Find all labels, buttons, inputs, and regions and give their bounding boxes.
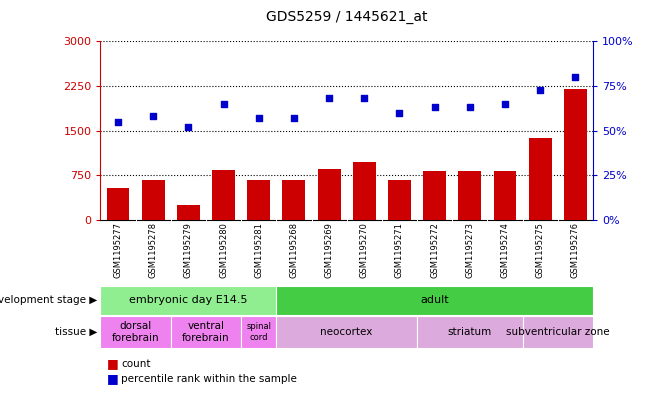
Text: subventricular zone: subventricular zone	[506, 327, 610, 337]
Text: adult: adult	[421, 296, 449, 305]
Bar	[353, 162, 376, 220]
Bar	[276, 286, 593, 315]
Point	[430, 104, 440, 110]
Bar	[142, 180, 165, 220]
Text: GSM1195269: GSM1195269	[325, 222, 334, 278]
Text: GSM1195273: GSM1195273	[465, 222, 474, 278]
Text: ■: ■	[107, 372, 119, 386]
Point	[183, 124, 194, 130]
Text: ventral
forebrain: ventral forebrain	[182, 321, 230, 343]
Bar	[171, 316, 241, 348]
Text: GSM1195277: GSM1195277	[113, 222, 122, 278]
Bar	[241, 316, 276, 348]
Text: GSM1195274: GSM1195274	[500, 222, 509, 278]
Text: neocortex: neocortex	[321, 327, 373, 337]
Text: tissue ▶: tissue ▶	[55, 327, 97, 337]
Bar	[522, 316, 593, 348]
Bar	[177, 205, 200, 220]
Bar	[318, 169, 341, 220]
Bar	[529, 138, 551, 220]
Text: percentile rank within the sample: percentile rank within the sample	[121, 374, 297, 384]
Bar	[276, 316, 417, 348]
Text: GSM1195268: GSM1195268	[290, 222, 299, 278]
Bar	[423, 171, 446, 220]
Point	[465, 104, 475, 110]
Text: embryonic day E14.5: embryonic day E14.5	[129, 296, 248, 305]
Point	[218, 101, 229, 107]
Point	[500, 101, 510, 107]
Text: dorsal
forebrain: dorsal forebrain	[112, 321, 159, 343]
Text: striatum: striatum	[448, 327, 492, 337]
Text: GDS5259 / 1445621_at: GDS5259 / 1445621_at	[266, 10, 428, 24]
Bar	[106, 189, 130, 220]
Text: count: count	[121, 359, 151, 369]
Point	[535, 86, 546, 93]
Text: ■: ■	[107, 357, 119, 371]
Text: GSM1195280: GSM1195280	[219, 222, 228, 278]
Point	[394, 110, 404, 116]
Bar	[248, 180, 270, 220]
Bar	[417, 316, 522, 348]
Point	[289, 115, 299, 121]
Text: GSM1195271: GSM1195271	[395, 222, 404, 278]
Point	[570, 74, 581, 80]
Bar	[458, 171, 481, 220]
Bar	[494, 171, 516, 220]
Point	[253, 115, 264, 121]
Text: GSM1195272: GSM1195272	[430, 222, 439, 278]
Point	[324, 95, 334, 102]
Text: GSM1195276: GSM1195276	[571, 222, 580, 278]
Text: spinal
cord: spinal cord	[246, 322, 272, 342]
Bar	[283, 180, 305, 220]
Text: GSM1195275: GSM1195275	[536, 222, 545, 278]
Point	[113, 119, 123, 125]
Text: GSM1195281: GSM1195281	[254, 222, 263, 278]
Bar	[212, 170, 235, 220]
Point	[359, 95, 369, 102]
Point	[148, 113, 158, 119]
Text: GSM1195279: GSM1195279	[184, 222, 193, 278]
Bar	[100, 286, 276, 315]
Bar	[100, 316, 171, 348]
Bar	[564, 89, 587, 220]
Text: GSM1195270: GSM1195270	[360, 222, 369, 278]
Bar	[388, 180, 411, 220]
Text: GSM1195278: GSM1195278	[148, 222, 157, 278]
Text: development stage ▶: development stage ▶	[0, 296, 97, 305]
